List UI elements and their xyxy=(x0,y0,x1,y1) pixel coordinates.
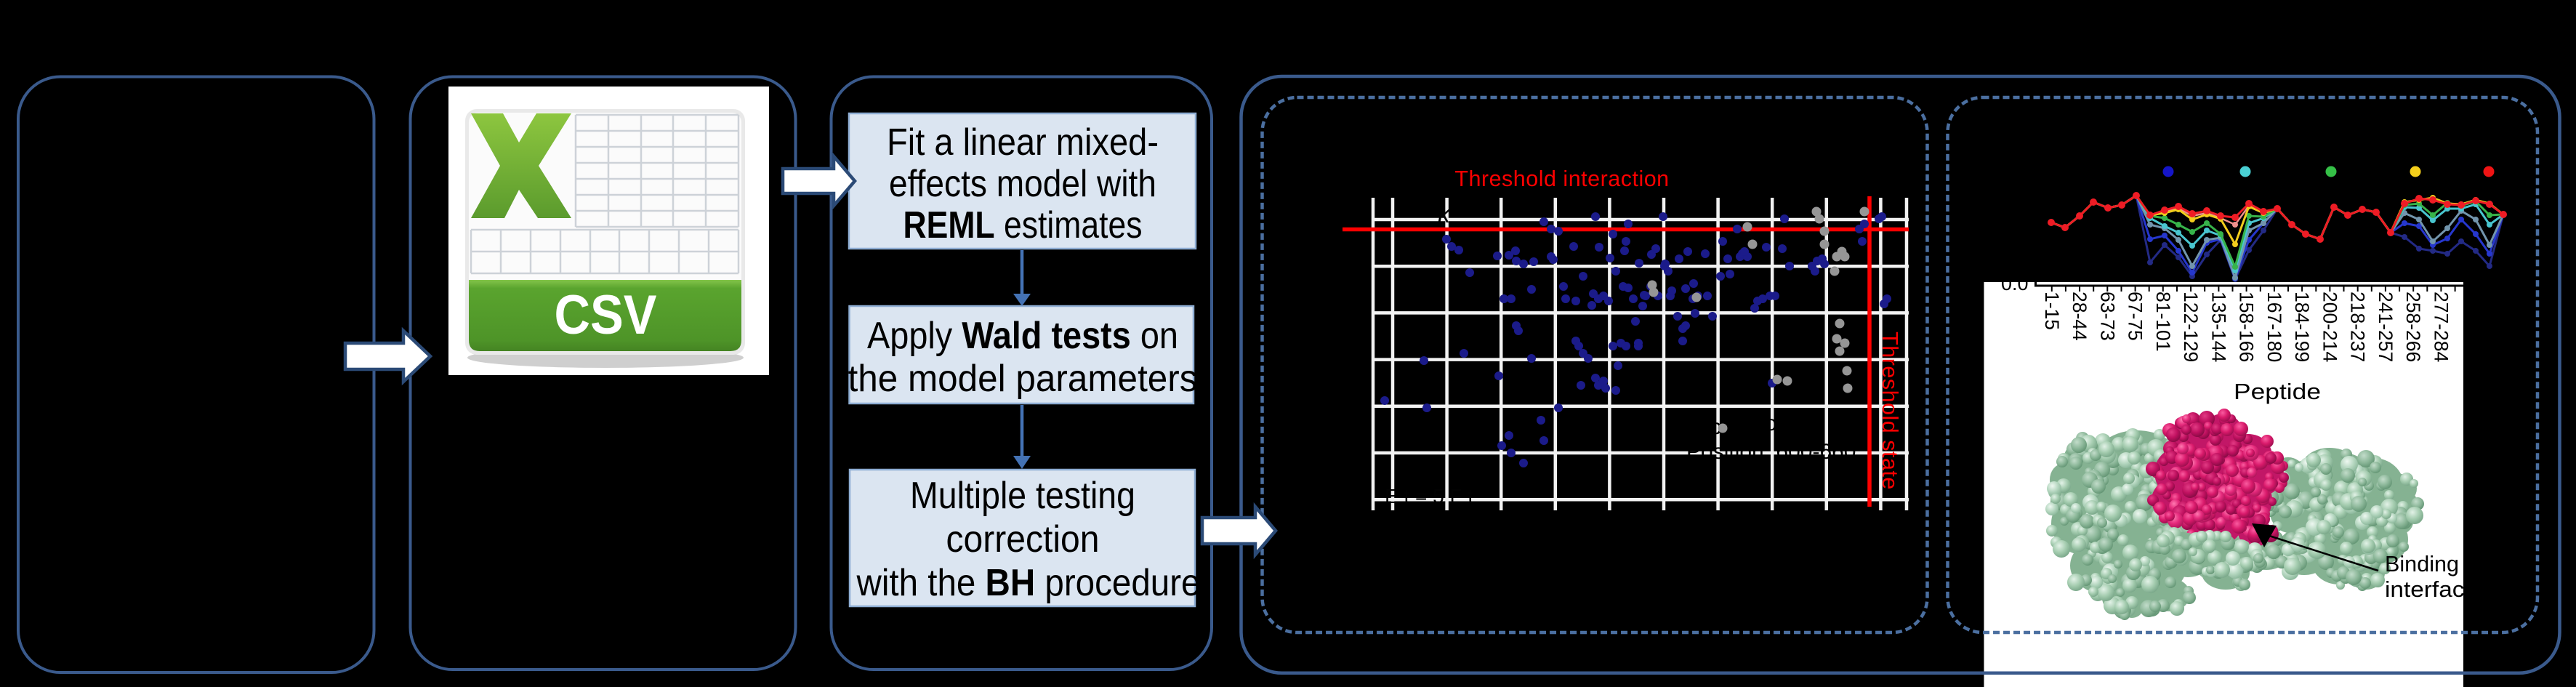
svg-text:258-266: 258-266 xyxy=(2402,292,2424,362)
svg-text:241-257: 241-257 xyxy=(2375,292,2396,362)
svg-text:E t = 5 F t: E t = 5 F t xyxy=(1385,485,1473,507)
svg-text:135-144: 135-144 xyxy=(2207,292,2229,362)
svg-text:81-101: 81-101 xyxy=(2152,292,2174,352)
svg-text:Multiple testing: Multiple testing xyxy=(910,475,1135,517)
svg-text:Fit a linear mixed-: Fit a linear mixed- xyxy=(887,121,1159,164)
svg-text:CSV: CSV xyxy=(555,284,657,346)
svg-text:Position: 600-660: Position: 600-660 xyxy=(1686,440,1856,464)
svg-text:167-180: 167-180 xyxy=(2263,292,2285,362)
svg-text:with the BH procedure: with the BH procedure xyxy=(856,562,1201,604)
svg-text:1-15: 1-15 xyxy=(2041,292,2063,330)
svg-text:200-214: 200-214 xyxy=(2319,292,2340,362)
svg-text:184-199: 184-199 xyxy=(2291,292,2313,362)
svg-text:interface: interface xyxy=(2385,576,2478,602)
svg-text:o: o xyxy=(1765,411,1777,435)
svg-text:Threshold interaction: Threshold interaction xyxy=(1454,166,1669,191)
svg-text:0.0: 0.0 xyxy=(2001,273,2029,294)
svg-text:REML estimates: REML estimates xyxy=(903,204,1143,246)
svg-text:Peptide: Peptide xyxy=(2234,379,2321,404)
svg-text:correction: correction xyxy=(946,518,1100,561)
svg-text:effects model with: effects model with xyxy=(889,163,1156,205)
svg-text:p: p xyxy=(1710,415,1722,439)
svg-text:Threshold state: Threshold state xyxy=(1877,332,1902,490)
svg-text:Binding: Binding xyxy=(2385,551,2459,576)
svg-text:the model parameters: the model parameters xyxy=(848,358,1198,400)
svg-text:122-129: 122-129 xyxy=(2180,292,2202,362)
svg-text:277-284: 277-284 xyxy=(2430,292,2452,362)
svg-text:28-44: 28-44 xyxy=(2069,292,2090,341)
svg-text:D: D xyxy=(1832,415,1848,439)
svg-text:218-237: 218-237 xyxy=(2347,292,2369,362)
svg-text:63-73: 63-73 xyxy=(2096,292,2118,341)
svg-text:67-75: 67-75 xyxy=(2125,292,2146,341)
svg-text:Apply Wald tests on: Apply Wald tests on xyxy=(867,315,1178,357)
svg-text:k: k xyxy=(1438,201,1452,228)
svg-text:158-166: 158-166 xyxy=(2236,292,2258,362)
